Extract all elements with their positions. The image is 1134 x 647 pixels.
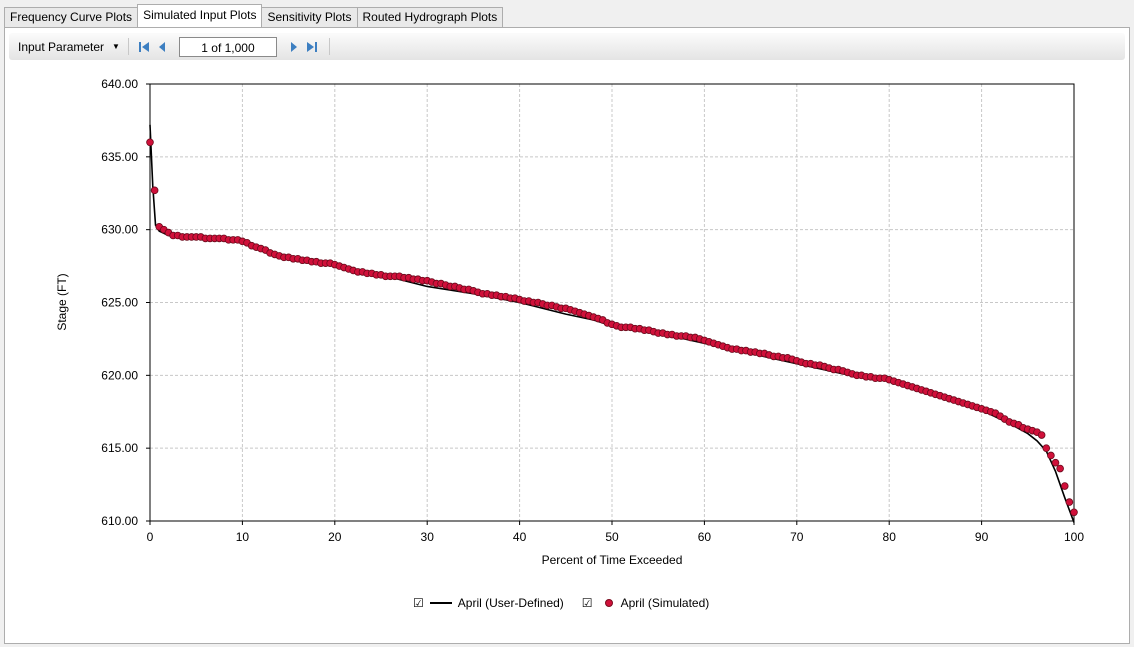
x-tick-label: 0: [147, 530, 154, 544]
simulated-point: [150, 186, 159, 195]
simulated-point: [1042, 444, 1051, 452]
x-tick-label: 60: [698, 530, 712, 544]
y-axis-label: Stage (FT): [55, 273, 69, 330]
input-parameter-label: Input Parameter: [18, 39, 105, 54]
next-icon[interactable]: [285, 38, 303, 56]
legend-label-user-defined: April (User-Defined): [457, 596, 564, 610]
x-tick-label: 80: [883, 530, 897, 544]
record-position-field[interactable]: 1 of 1,000: [178, 36, 277, 57]
first-icon[interactable]: [135, 38, 153, 56]
legend-checkbox-user-defined[interactable]: ☑: [413, 596, 424, 610]
plot-panel: Input Parameter ▼ 1 of 1,000: [4, 27, 1130, 644]
legend-checkbox-simulated[interactable]: ☑: [581, 596, 593, 610]
toolbar-separator: [328, 38, 330, 55]
x-tick-label: 50: [605, 530, 619, 544]
simulated-point: [1051, 458, 1060, 467]
simulated-point: [146, 138, 154, 147]
tab-frequency-curve-plots[interactable]: Frequency Curve Plots: [4, 7, 139, 27]
plot-toolbar: Input Parameter ▼ 1 of 1,000: [9, 33, 1125, 60]
marker-swatch-icon: [604, 599, 613, 607]
simulated-point: [1037, 431, 1046, 439]
x-tick-label: 70: [790, 530, 804, 544]
x-tick-label: 20: [328, 530, 342, 544]
y-tick-label: 630.00: [101, 223, 138, 237]
legend-label-simulated: April (Simulated): [620, 596, 710, 610]
simulated-point: [1047, 451, 1055, 460]
y-tick-label: 620.00: [101, 368, 138, 382]
input-parameter-dropdown[interactable]: Input Parameter ▼: [18, 40, 120, 54]
x-tick-label: 100: [1064, 530, 1084, 544]
x-axis-label: Percent of Time Exceeded: [542, 553, 683, 567]
dropdown-caret-icon: ▼: [112, 42, 120, 51]
x-tick-label: 10: [236, 530, 250, 544]
simulated-point: [1056, 464, 1064, 473]
plot-tabs: Frequency Curve Plots Simulated Input Pl…: [4, 4, 504, 27]
simulated-point: [1070, 508, 1078, 517]
line-swatch-icon: [429, 602, 452, 604]
y-tick-label: 640.00: [101, 77, 138, 91]
y-tick-label: 635.00: [101, 150, 138, 164]
simulated-point: [1065, 498, 1074, 506]
y-tick-label: 610.00: [101, 514, 138, 528]
x-tick-label: 40: [513, 530, 527, 544]
tab-routed-hydrograph-plots[interactable]: Routed Hydrograph Plots: [356, 7, 504, 27]
tab-simulated-input-plots[interactable]: Simulated Input Plots: [137, 4, 263, 27]
x-tick-label: 90: [975, 530, 989, 544]
toolbar-separator: [127, 38, 129, 55]
previous-icon[interactable]: [153, 38, 171, 56]
y-tick-label: 615.00: [101, 441, 138, 455]
x-tick-label: 30: [421, 530, 435, 544]
chart-legend: ☑ April (User-Defined) ☑ April (Simulate…: [413, 596, 709, 610]
y-tick-label: 625.00: [101, 296, 138, 310]
last-icon[interactable]: [303, 38, 321, 56]
simulated-point: [1060, 482, 1069, 490]
